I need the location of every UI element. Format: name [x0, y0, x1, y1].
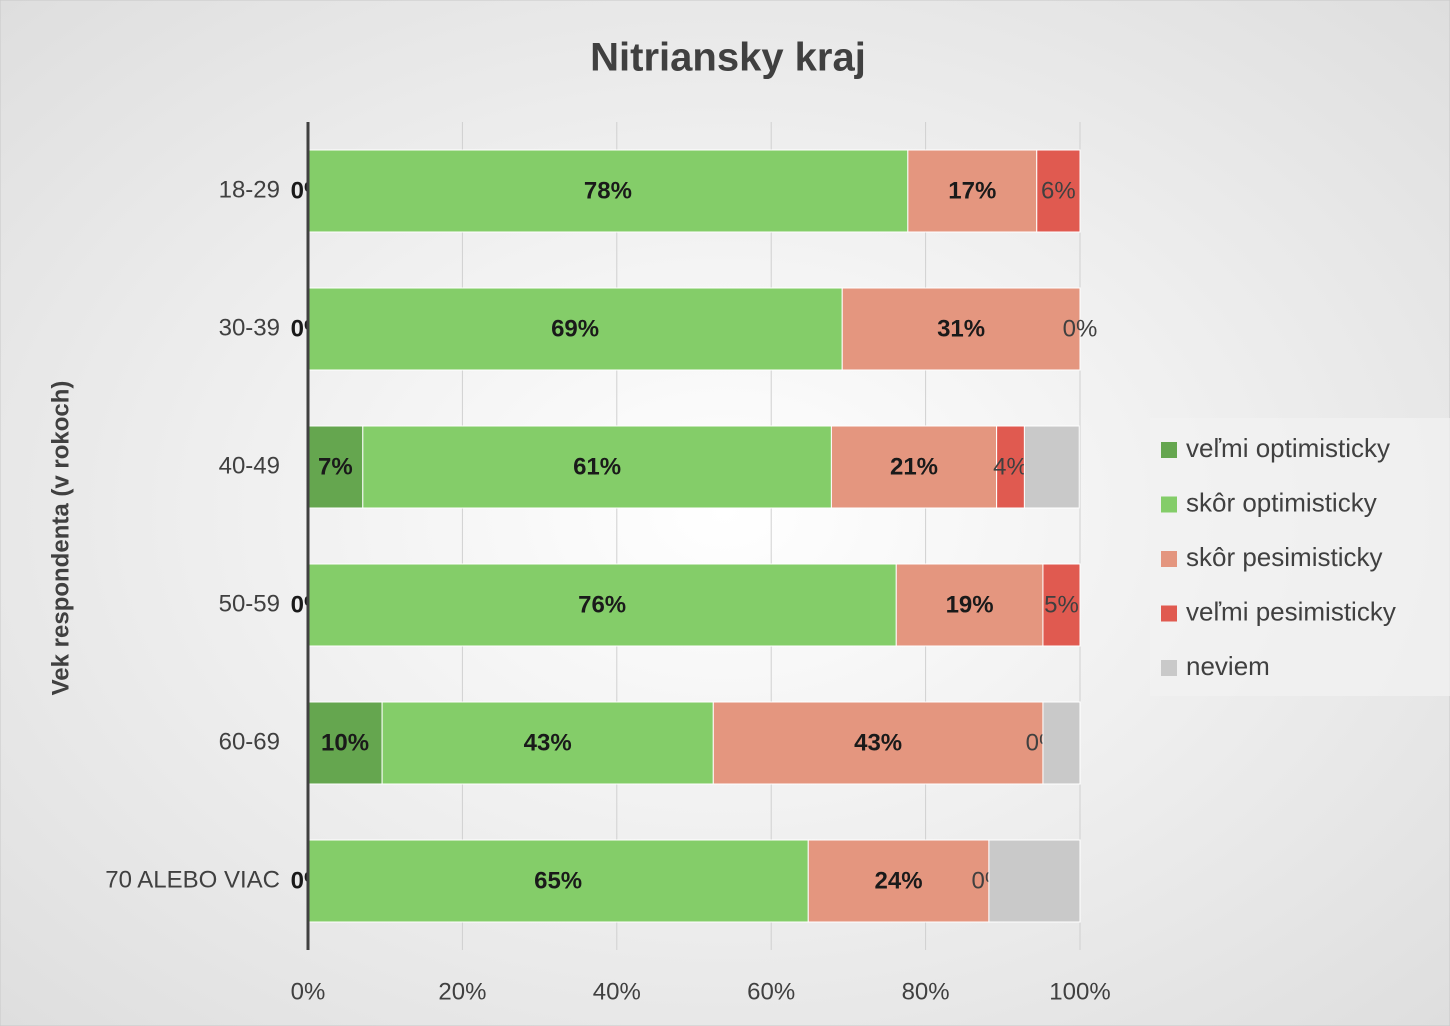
y-tick-label: 60-69: [219, 728, 280, 755]
bar-segment: [362, 425, 832, 509]
data-label: 21%: [890, 453, 938, 480]
y-tick-label: 30-39: [219, 314, 280, 341]
legend-label: veľmi optimisticky: [1186, 433, 1390, 463]
bar-segment: [307, 563, 897, 647]
x-tick-label: 40%: [593, 978, 641, 1005]
bar-segment: [307, 839, 809, 923]
x-tick-label: 60%: [747, 978, 795, 1005]
bar-segment: [307, 149, 909, 233]
bar-segment: [830, 425, 998, 509]
legend-label: neviem: [1186, 651, 1270, 681]
legend-swatch: [1161, 442, 1177, 458]
y-tick-label: 70 ALEBO VIAC: [105, 866, 280, 893]
bar-segment: [841, 287, 1081, 371]
bar-segment: [307, 287, 843, 371]
y-axis-label: Vek respondenta (v rokoch): [47, 381, 74, 696]
bar-segment: [988, 839, 1081, 923]
bar-segment: [712, 701, 1044, 785]
x-tick-label: 100%: [1049, 978, 1110, 1005]
x-tick-label: 80%: [902, 978, 950, 1005]
x-tick-label: 0%: [291, 978, 326, 1005]
data-label: 0%: [1063, 315, 1098, 342]
bar-segment: [307, 425, 364, 509]
x-tick-label: 20%: [438, 978, 486, 1005]
data-label: 4%: [993, 453, 1028, 480]
data-label: 7%: [318, 453, 353, 480]
bar-segment: [1036, 149, 1081, 233]
bar-segment: [807, 839, 990, 923]
bar-segment: [1042, 563, 1081, 647]
data-label: 43%: [524, 729, 572, 756]
data-label: 5%: [1044, 591, 1079, 618]
data-label: 10%: [321, 729, 369, 756]
y-tick-label: 40-49: [219, 452, 280, 479]
legend-swatch: [1161, 551, 1177, 567]
legend-label: skôr optimisticky: [1186, 487, 1377, 517]
bar-segment: [1023, 425, 1080, 509]
legend-label: veľmi pesimisticky: [1186, 596, 1396, 626]
data-label: 6%: [1041, 177, 1076, 204]
legend-swatch: [1161, 496, 1177, 513]
legend-swatch: [1161, 605, 1177, 622]
y-tick-label: 18-29: [219, 176, 280, 203]
legend-box: [1150, 418, 1450, 696]
legend-swatch: [1161, 660, 1177, 676]
data-label: 24%: [875, 867, 923, 894]
data-label: 19%: [946, 591, 994, 618]
bar-segment: [307, 701, 383, 785]
data-label: 61%: [573, 453, 621, 480]
data-label: 31%: [937, 315, 985, 342]
data-label: 76%: [578, 591, 626, 618]
data-label: 65%: [534, 867, 582, 894]
bar-segment: [895, 563, 1044, 647]
data-label: 78%: [584, 177, 632, 204]
data-label: 69%: [551, 315, 599, 342]
legend-label: skôr pesimisticky: [1186, 542, 1382, 572]
bar-segment: [1042, 701, 1081, 785]
data-label: 17%: [948, 177, 996, 204]
chart-title: Nitriansky kraj: [590, 36, 866, 80]
bar-segment: [381, 701, 714, 785]
y-tick-label: 50-59: [219, 590, 280, 617]
data-label: 43%: [854, 729, 902, 756]
